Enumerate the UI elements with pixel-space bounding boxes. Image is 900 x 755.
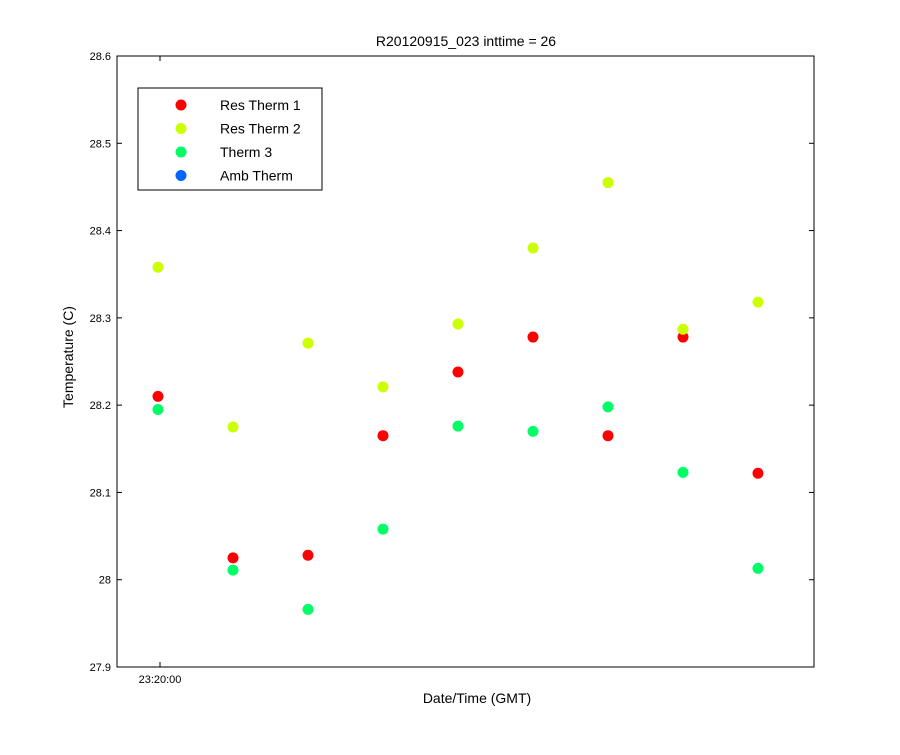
legend-marker [175,170,187,181]
data-point [377,430,389,442]
legend-label: Res Therm 1 [220,97,301,113]
y-tick-label: 28.5 [90,138,111,150]
data-point [377,381,389,393]
data-point [602,430,614,442]
y-axis: 27.9 28 28.1 28.2 28.3 28.4 28.5 28.6 [90,51,814,674]
legend-label: Therm 3 [220,144,272,160]
data-point [527,242,539,254]
x-tick-label: 23:20:00 [139,674,182,686]
data-point [302,549,314,561]
y-axis-label: Temperature (C) [60,306,76,408]
legend-label: Res Therm 2 [220,121,301,137]
data-point [227,564,239,576]
data-point [752,562,764,574]
x-axis-label: Date/Time (GMT) [423,690,531,706]
data-point [452,420,464,432]
data-point [677,466,689,478]
data-point [152,404,164,416]
data-point [227,421,239,433]
data-points [152,177,764,615]
x-axis: 23:20:00 [139,56,182,686]
legend-marker [175,146,187,158]
legend-marker [175,123,187,134]
legend-marker [175,99,187,111]
data-point [302,603,314,615]
data-point [452,366,464,378]
chart-title: R20120915_023 inttime = 26 [376,33,556,49]
data-point [677,331,689,343]
legend-label: Amb Therm [220,168,293,184]
y-tick-label: 28.1 [90,487,111,499]
legend-box [137,87,323,191]
y-tick-label: 27.9 [90,662,111,674]
data-point [602,177,614,189]
legend: Res Therm 1 Res Therm 2 Therm 3 Amb Therm [137,87,323,191]
data-point [677,323,689,335]
data-point [302,337,314,349]
y-tick-label: 28.6 [90,51,111,63]
data-point [752,296,764,308]
y-tick-label: 28.2 [90,400,111,412]
data-point [527,331,539,343]
data-point [752,467,764,479]
data-point [377,523,389,535]
data-point [452,318,464,330]
y-tick-label: 28.4 [90,226,111,238]
data-point [152,261,164,273]
data-point [527,425,539,437]
y-tick-label: 28 [99,575,111,587]
data-point [602,401,614,413]
data-point [152,390,164,402]
data-point [227,552,239,564]
y-tick-label: 28.3 [90,313,111,325]
